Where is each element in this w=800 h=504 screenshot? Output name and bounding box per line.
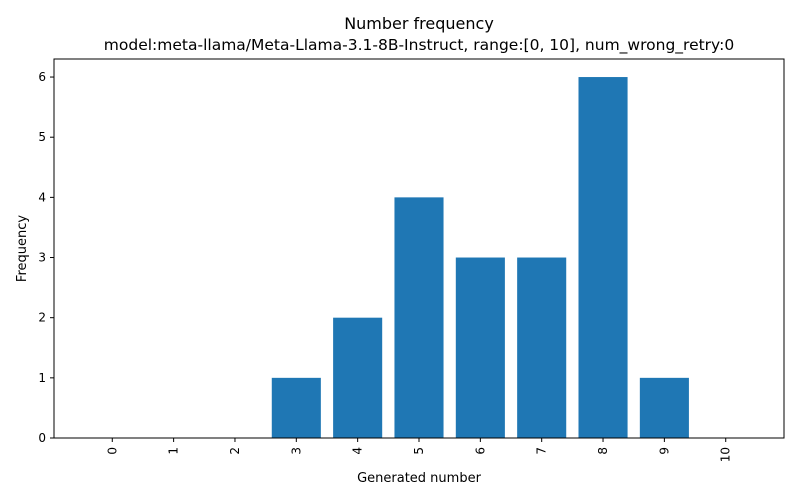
x-tick-label: 9 <box>657 447 671 455</box>
x-tick-label: 8 <box>596 447 610 455</box>
chart-title: Number frequency <box>344 14 494 33</box>
x-tick-label: 0 <box>105 447 119 455</box>
bar-9 <box>639 377 689 438</box>
y-tick-label: 0 <box>38 431 46 445</box>
bars-layer <box>271 77 689 439</box>
x-tick-label: 1 <box>167 447 181 455</box>
y-tick-label: 5 <box>38 130 46 144</box>
y-axis-ticks: 0 1 2 3 4 5 6 <box>38 70 54 445</box>
y-tick-label: 2 <box>38 311 46 325</box>
bar-4 <box>333 317 383 438</box>
bar-6 <box>455 257 505 438</box>
y-tick-label: 6 <box>38 70 46 84</box>
x-axis-ticks: 0 1 2 3 4 5 6 7 8 9 10 <box>105 438 733 462</box>
x-axis-label: Generated number <box>357 471 481 486</box>
y-tick-label: 1 <box>38 371 46 385</box>
plot-frame <box>53 58 785 439</box>
bar-5 <box>394 197 444 438</box>
x-tick-label: 5 <box>412 447 426 455</box>
x-tick-label: 7 <box>535 447 549 455</box>
y-axis-label: Frequency <box>15 215 30 282</box>
bar-7 <box>517 257 567 438</box>
x-tick-label: 10 <box>719 447 733 462</box>
bar-3 <box>271 377 321 438</box>
x-tick-label: 3 <box>289 447 303 455</box>
x-tick-label: 2 <box>228 447 242 455</box>
bar-8 <box>578 77 628 439</box>
y-tick-label: 3 <box>38 251 46 265</box>
x-tick-label: 6 <box>473 447 487 455</box>
chart-subtitle: model:meta-llama/Meta-Llama-3.1-8B-Instr… <box>104 36 734 55</box>
x-tick-label: 4 <box>351 447 365 455</box>
y-tick-label: 4 <box>38 190 46 204</box>
